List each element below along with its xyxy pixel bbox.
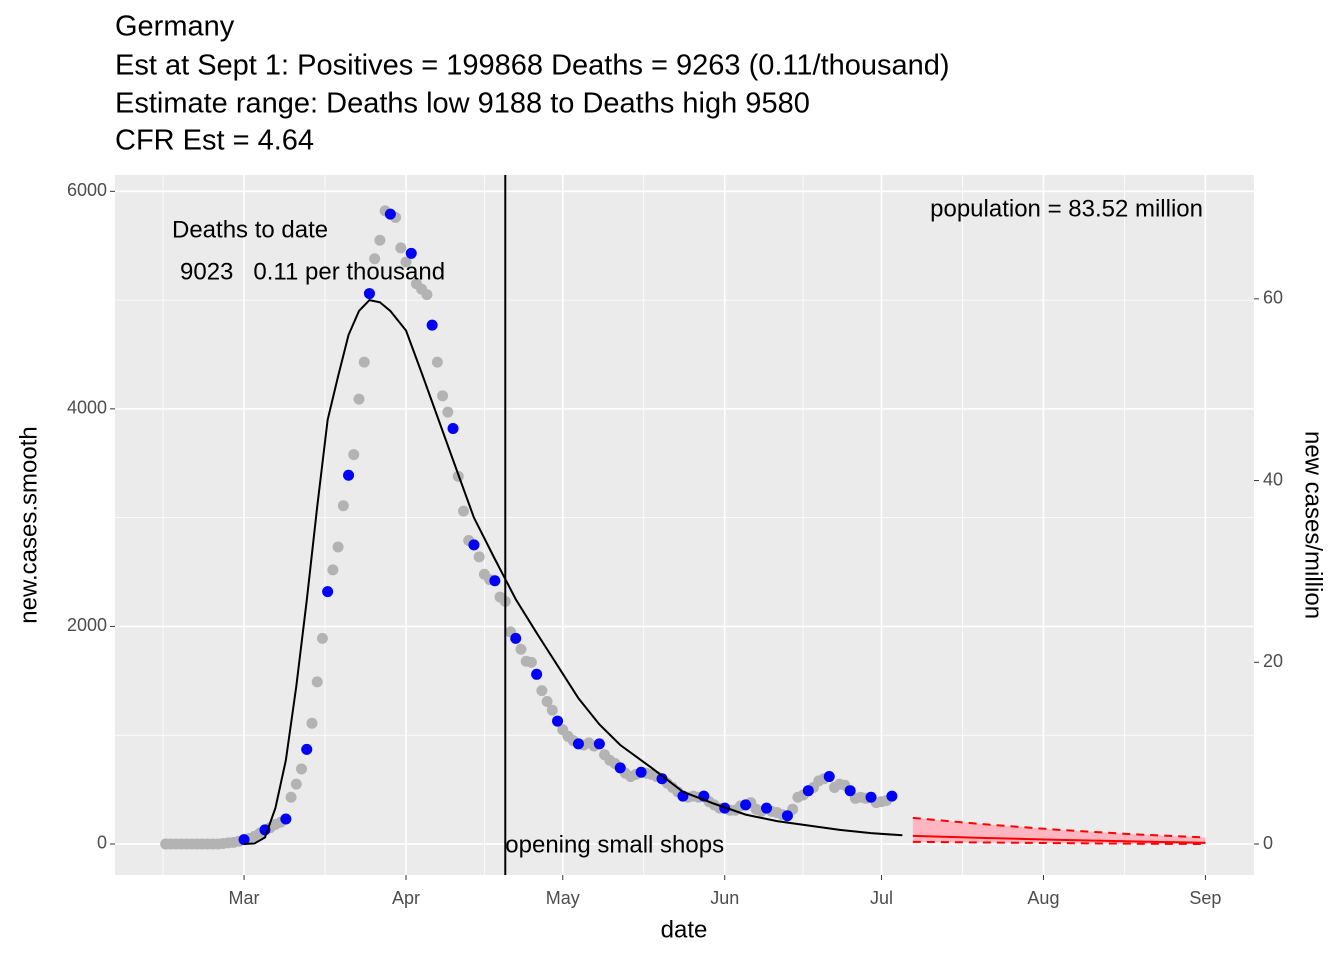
data-point [431,356,443,368]
data-point [363,288,375,300]
data-point [348,449,360,461]
data-point [761,802,773,814]
y2-tick-label: 0 [1263,833,1273,853]
data-point [405,247,417,259]
y-axis-title: new.cases.smooth [15,426,42,623]
data-point [322,586,334,598]
data-point [442,406,454,418]
x-tick-label: Jun [710,888,739,908]
panel [115,175,1254,875]
data-point [510,632,522,644]
title-line: Estimate range: Deaths low 9188 to Death… [115,88,810,120]
y2-tick-label: 40 [1263,469,1283,489]
title-line: Est at Sept 1: Positives = 199868 Deaths… [115,50,950,82]
data-point [515,643,527,655]
y-tick-label: 2000 [67,615,107,635]
fit-line [243,299,903,845]
data-point [280,813,292,825]
x-tick-label: Apr [392,888,420,908]
data-point [740,799,752,811]
title-line: Germany [115,11,235,43]
data-point [238,834,250,846]
x-tick-label: Jul [870,888,893,908]
data-point [635,766,647,778]
y-tick-label: 6000 [67,180,107,200]
data-point [311,676,323,688]
data-point [802,785,814,797]
event-label: opening small shops [505,831,724,858]
data-point [468,539,480,551]
data-point [301,743,313,755]
data-point [473,551,485,563]
data-point [384,208,396,220]
marks [160,205,1206,850]
data-point [337,500,349,512]
data-point [343,469,355,481]
data-point [316,632,328,644]
data-point [421,289,433,301]
annotation: 9023 0.11 per thousand [180,258,445,285]
data-point [296,763,308,775]
data-point [457,505,469,517]
annotation: Deaths to date [172,216,328,243]
y-tick-label: 4000 [67,398,107,418]
data-point [489,575,501,587]
annotation: population = 83.52 million [930,195,1203,222]
data-point [536,685,548,697]
y2-axis-title: new cases/million [1300,431,1327,619]
x-tick-label: Mar [229,888,260,908]
y2-tick-label: 20 [1263,651,1283,671]
projection-line [912,834,1206,844]
data-point [369,253,381,265]
data-point [332,541,344,553]
data-point [395,242,407,254]
data-point [552,715,564,727]
x-tick-label: May [546,888,580,908]
data-point [353,393,365,405]
data-point [781,810,793,822]
data-point [525,656,537,668]
data-point [374,234,386,246]
x-tick-label: Sep [1189,888,1221,908]
data-point [358,356,370,368]
data-point [426,319,438,331]
data-point [865,791,877,803]
data-point [531,668,543,680]
data-point [614,762,626,774]
grid [115,175,1254,875]
x-tick-label: Aug [1027,888,1059,908]
data-point [823,771,835,783]
data-point [593,738,605,750]
data-point [656,773,668,785]
data-point [572,738,584,750]
data-point [541,695,553,707]
data-point [844,785,856,797]
data-point [327,564,339,576]
data-point [447,422,459,434]
data-point [886,790,898,802]
data-point [285,791,297,803]
data-point [437,390,449,402]
data-point [400,256,412,268]
data-point [546,704,558,716]
data-point [306,717,318,729]
projection-lower [912,840,1206,845]
data-point [290,778,302,790]
y-tick-label: 0 [97,833,107,853]
y2-tick-label: 60 [1263,288,1283,308]
x-axis-title: date [661,916,708,943]
title-line: CFR Est = 4.64 [115,125,314,157]
projection-upper [912,816,1206,839]
